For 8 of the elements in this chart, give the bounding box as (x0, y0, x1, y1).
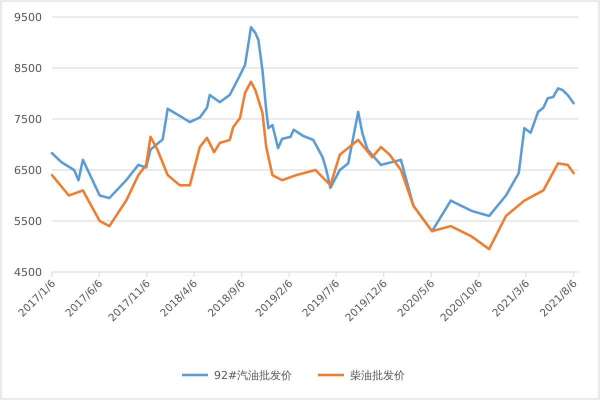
y-tick-label: 5500 (14, 215, 42, 228)
y-tick-label: 8500 (14, 62, 42, 75)
legend-label: 92#汽油批发价 (214, 369, 292, 382)
y-tick-label: 6500 (14, 164, 42, 177)
y-tick-label: 4500 (14, 266, 42, 279)
y-tick-label: 9500 (14, 11, 42, 24)
y-tick-label: 7500 (14, 113, 42, 126)
legend-label: 柴油批发价 (350, 369, 405, 382)
